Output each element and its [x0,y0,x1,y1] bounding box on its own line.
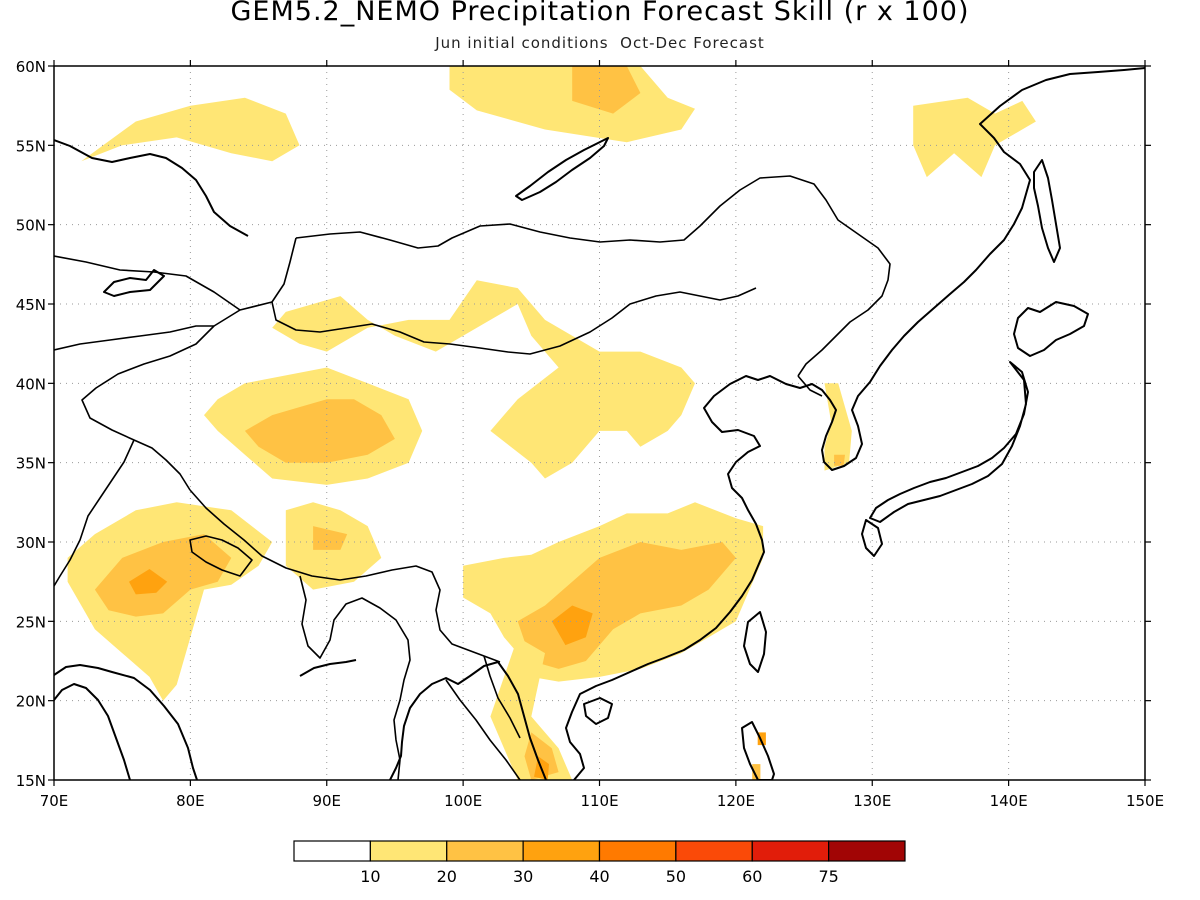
taiwan-coast [743,611,767,673]
india-west-coast [54,683,131,780]
colorbar-swatch-0 [293,840,371,862]
skill-region-15 [551,605,593,646]
skill-region-9 [313,526,348,550]
colorbar-swatch-7 [828,840,906,862]
lon-tick-label: 100E [444,792,482,810]
lon-tick-label: 120E [717,792,755,810]
indochina-borders [445,655,521,780]
skill-region-0 [81,97,300,162]
axis-ticks: 15N 20N 25N 30N 35N 40N 45N 50N 55N 60N 70E 80E 90E 1… [16,58,1164,810]
skill-region-21 [834,454,845,466]
lon-tick-label: 80E [176,792,205,810]
luzon-coast [741,721,775,780]
colorbar-label-2: 30 [513,867,533,886]
colorbar-swatch-2 [446,840,524,862]
colorbar-swatch-3 [522,840,601,862]
aral-lakeshore [103,269,165,297]
lat-tick-label: 30N [16,534,46,552]
nepal-border [189,535,253,577]
colorbar-swatch-6 [751,840,830,862]
chart-subtitle: Jun initial conditions Oct-Dec Forecast [435,34,765,52]
korea-border [797,375,823,397]
japan-coast [861,301,1089,557]
colorbar-label-3: 40 [589,867,609,886]
gridlines [54,66,1145,780]
china-mongolia-border [295,175,891,377]
skill-region-7 [347,415,368,444]
coastlines-and-borders [54,67,1145,780]
colorbar-label-5: 60 [742,867,762,886]
skill-region-17 [490,637,573,780]
colorbar-swatch-5 [675,840,753,862]
lon-tick-label: 70E [40,792,69,810]
chart-title: GEM5.2_NEMO Precipitation Forecast Skill… [230,0,970,27]
lat-tick-label: 45N [16,296,46,314]
lat-tick-label: 60N [16,58,46,76]
skill-region-2 [572,66,641,114]
skill-region-4 [272,280,695,479]
srilanka-coast [246,779,248,780]
skill-region-11 [94,534,232,617]
colorbar: 10 20 30 40 50 60 75 [293,840,906,886]
colorbar-label-4: 50 [666,867,686,886]
lake-baikal [515,137,609,201]
west-coastline [54,139,249,237]
china-south-mongolia-border [271,237,757,355]
skill-region-12 [129,569,168,595]
lon-tick-label: 140E [990,792,1028,810]
himalaya-border [189,489,501,663]
skill-region-6 [244,399,395,463]
lat-tick-label: 55N [16,137,46,155]
hainan-coast [583,697,613,725]
india-pakistan-border [54,439,135,587]
colorbar-label-6: 75 [818,867,838,886]
lon-tick-label: 110E [580,792,618,810]
lat-tick-label: 40N [16,375,46,393]
lat-tick-label: 35N [16,455,46,473]
lat-tick-label: 25N [16,613,46,631]
colorbar-label-1: 20 [437,867,457,886]
west-china-border [81,301,273,491]
lat-tick-label: 15N [16,772,46,790]
lat-tick-label: 20N [16,693,46,711]
kazakh-border [54,255,241,351]
skill-shading-layer [67,66,1036,780]
skill-region-20 [824,383,852,471]
lon-tick-label: 90E [312,792,341,810]
lon-tick-label: 150E [1126,792,1164,810]
skill-region-3 [913,97,1036,178]
colorbar-swatch-1 [369,840,448,862]
lat-tick-label: 50N [16,217,46,235]
skill-region-23 [752,764,761,780]
sakhalin-coast [1033,159,1061,263]
colorbar-label-0: 10 [360,867,380,886]
skill-region-16 [695,554,730,574]
bengal-delta [299,659,357,677]
myanmar-border [299,575,411,780]
colorbar-swatch-4 [598,840,677,862]
lon-tick-label: 130E [853,792,891,810]
